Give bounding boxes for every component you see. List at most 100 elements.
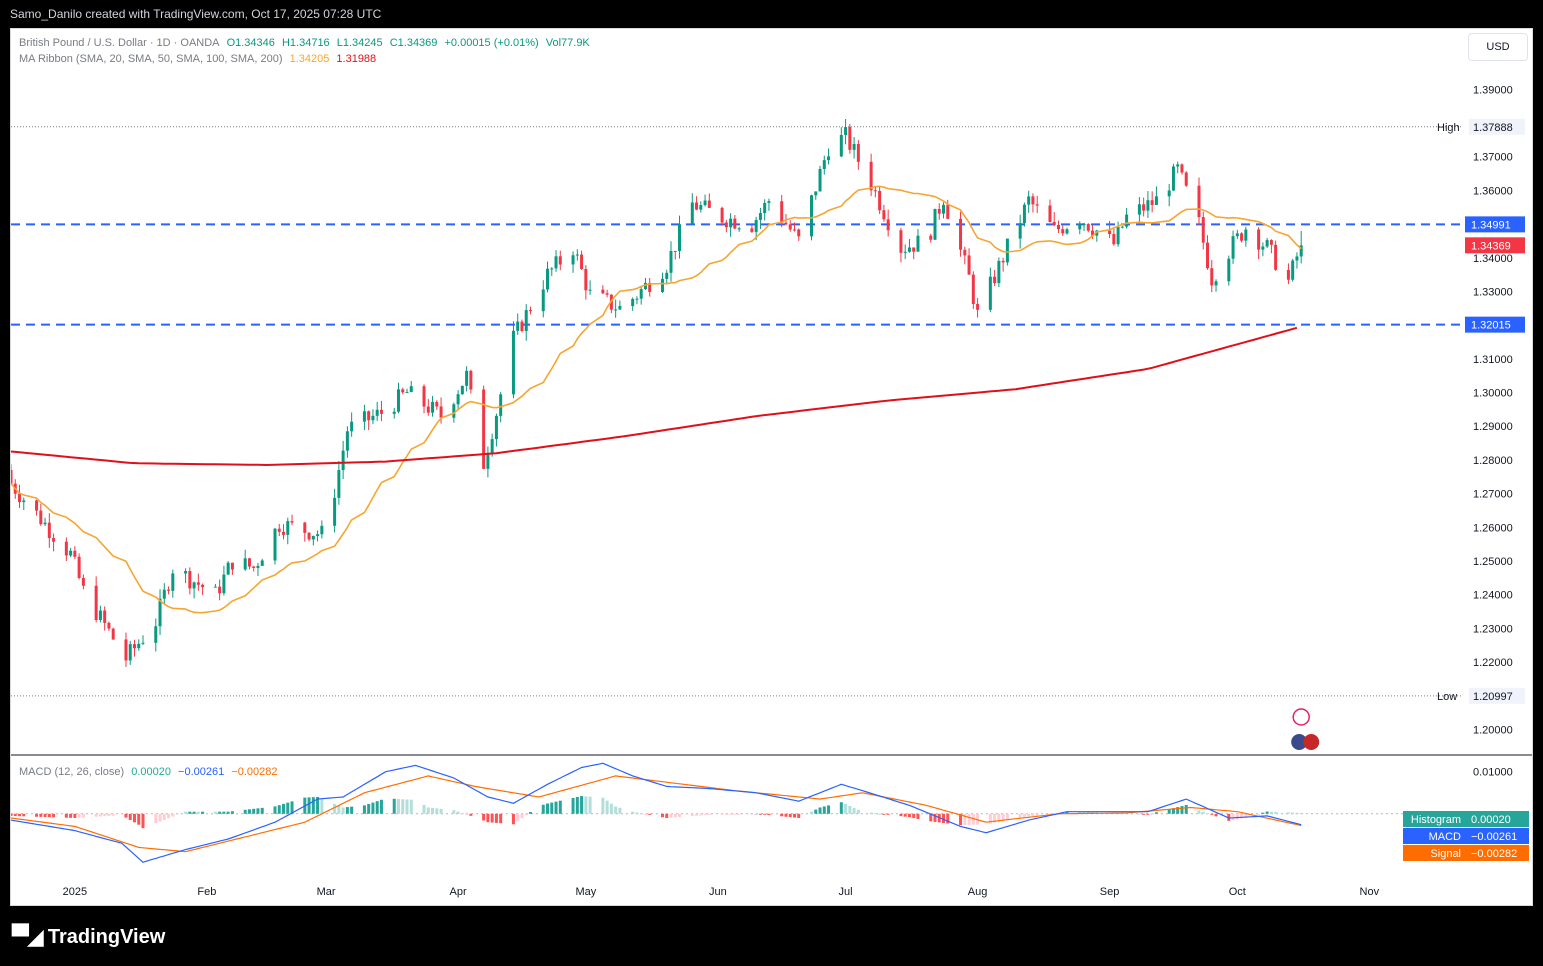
candle-body (192, 582, 196, 589)
candle-body (124, 639, 128, 661)
candle-body (426, 406, 430, 413)
candle-body (1125, 214, 1129, 227)
candle-body (64, 541, 68, 556)
histogram-bar (1018, 813, 1022, 819)
candle-body (541, 289, 545, 312)
candle-body (942, 204, 946, 214)
histogram-bar (469, 813, 473, 816)
histogram-bar (848, 806, 852, 814)
candle-body (98, 610, 102, 621)
y-tick-label: 1.36000 (1473, 185, 1513, 197)
candle-body (729, 218, 733, 228)
candle-body (720, 207, 724, 223)
candle-body (392, 411, 396, 414)
histogram-bar (946, 813, 950, 824)
histogram-bar (247, 809, 251, 814)
histogram-bar (1286, 812, 1290, 814)
histogram-bar (375, 801, 379, 814)
histogram-bar (137, 813, 141, 825)
candle-body (643, 282, 647, 290)
candle-body (1274, 244, 1278, 270)
histogram-bar (124, 813, 128, 818)
histogram-bar (213, 811, 217, 814)
ma-value-2: 1.31988 (336, 53, 377, 65)
histogram-bar (39, 813, 43, 817)
candle-body (333, 497, 337, 526)
level-price-label: 1.32015 (1471, 320, 1511, 332)
histogram-bar (256, 808, 260, 814)
candle-body (201, 584, 205, 588)
y-tick-label: 1.31000 (1473, 354, 1513, 366)
histogram-bar (1142, 813, 1146, 815)
histogram-bar (1210, 813, 1214, 815)
chart-svg[interactable]: 1.200001.210001.220001.230001.240001.250… (11, 29, 1532, 905)
histogram-bar (371, 802, 375, 814)
lightning-event-icon (1292, 708, 1310, 726)
histogram-bar (1231, 813, 1235, 821)
candle-body (1176, 164, 1180, 167)
candle-body (1206, 242, 1210, 269)
candle-body (780, 201, 784, 223)
candle-body (618, 305, 622, 310)
histogram-bar (584, 796, 588, 814)
histogram-bar (963, 813, 967, 826)
candle-body (1056, 225, 1060, 230)
candle-body (154, 626, 158, 643)
histogram-bar (350, 806, 354, 814)
candle-body (967, 255, 971, 275)
y-tick-label: 1.23000 (1473, 623, 1513, 635)
candle-body (754, 219, 758, 232)
candle-body (103, 610, 107, 623)
histogram-bar (392, 798, 396, 814)
histogram-bar (873, 813, 877, 815)
candle-body (405, 391, 409, 393)
chart-frame[interactable]: 1.200001.210001.220001.230001.240001.250… (10, 28, 1533, 906)
histogram-bar (230, 811, 234, 814)
macd-value-2: −0.00261 (178, 766, 225, 778)
ma-value-1: 1.34205 (289, 53, 330, 65)
candle-body (1214, 281, 1218, 286)
candle-body (401, 389, 405, 393)
macd-tag-value: −0.00261 (1471, 831, 1517, 843)
histogram-bar (780, 813, 784, 817)
histogram-bar (196, 811, 200, 814)
candle-body (1116, 227, 1120, 245)
histogram-bar (260, 807, 264, 814)
close-value: C1.34369 (389, 37, 438, 49)
currency-selector[interactable]: USD (1468, 33, 1528, 61)
candle-body (1031, 196, 1035, 205)
candle-body (929, 235, 933, 240)
candle-body (601, 289, 605, 294)
histogram-bar (907, 813, 911, 818)
histogram-bar (409, 799, 413, 814)
histogram-bar (878, 813, 882, 815)
candle-body (660, 278, 664, 292)
histogram-bar (648, 813, 652, 815)
histogram-bar (1197, 810, 1201, 814)
candle-body (516, 321, 520, 331)
histogram-bar (456, 811, 460, 814)
tradingview-logo[interactable]: ▀◢ TradingView (12, 924, 165, 950)
histogram-bar (426, 807, 430, 814)
candle-body (132, 644, 136, 649)
histogram-bar (73, 813, 77, 818)
x-tick-label: Jun (709, 886, 727, 898)
y-tick-label: 1.24000 (1473, 590, 1513, 602)
candle-body (303, 522, 307, 533)
histogram-bar (660, 813, 664, 818)
macd-value-1: 0.00020 (131, 766, 171, 778)
histogram-bar (226, 811, 230, 814)
candle-body (452, 404, 456, 418)
histogram-bar (452, 810, 456, 814)
candle-body (631, 298, 635, 306)
candle-body (1291, 260, 1295, 280)
candle-body (1244, 229, 1248, 241)
macd-y-tick-label: 0.01000 (1473, 767, 1513, 779)
candle-body (1095, 230, 1099, 236)
histogram-bar (311, 797, 315, 814)
candle-body (320, 525, 324, 535)
candle-body (188, 570, 192, 589)
candle-body (1197, 185, 1201, 218)
macd-histogram (11, 796, 1303, 829)
histogram-bar (460, 812, 464, 814)
